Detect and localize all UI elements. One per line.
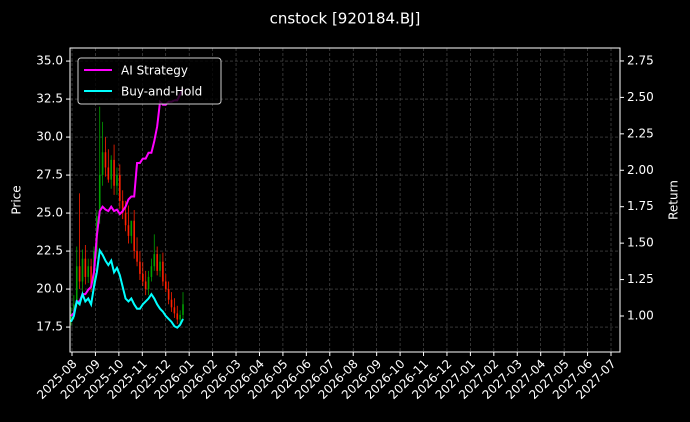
candle-body (75, 266, 78, 305)
candle-body (153, 254, 156, 267)
candle-body (124, 213, 127, 226)
candle-body (176, 313, 179, 320)
candle-body (101, 152, 104, 176)
chart-title: cnstock [920184.BJ] (270, 10, 421, 28)
y-tick-label: 30.0 (36, 130, 63, 144)
plot-frame (69, 47, 621, 353)
candle-body (130, 220, 133, 236)
y-tick-label: 35.0 (36, 54, 63, 68)
candle-body (162, 261, 164, 282)
candle-body (173, 307, 176, 314)
candle-body (104, 152, 107, 168)
candle-body (70, 314, 72, 320)
y2-tick-label: 2.25 (627, 126, 654, 140)
legend-box (77, 57, 222, 105)
candle-body (81, 258, 84, 282)
candle-body (139, 261, 141, 274)
candle-body (133, 220, 135, 252)
candle-body (113, 159, 115, 186)
y2-axis-label: Return (667, 180, 681, 220)
line-series (70, 247, 184, 329)
y2-tick-label: 1.25 (627, 272, 654, 286)
legend-label: AI Strategy (121, 64, 188, 78)
legend-label: Buy-and-Hold (121, 85, 202, 99)
y2-tick-label: 1.00 (627, 309, 654, 323)
candle-body (141, 273, 144, 282)
y-axis-label: Price (10, 185, 24, 214)
y2-tick-label: 1.75 (627, 199, 654, 213)
candle-body (116, 175, 118, 186)
candle-body (90, 266, 92, 287)
y-tick-label: 20.0 (36, 282, 63, 296)
candle-body (156, 254, 158, 271)
candle-body (78, 266, 81, 282)
y2-tick-label: 2.50 (627, 90, 654, 104)
candle-body (84, 258, 87, 277)
candle-body (159, 261, 161, 271)
candle-body (144, 281, 147, 290)
candle-body (127, 225, 130, 236)
candle-body (147, 276, 150, 290)
y-tick-label: 17.5 (36, 320, 63, 334)
candle-body (119, 175, 121, 201)
y-tick-label: 27.5 (36, 168, 63, 182)
candle-body (107, 167, 110, 180)
y2-tick-label: 1.50 (627, 236, 654, 250)
candle-body (98, 175, 101, 217)
y-tick-label: 25.0 (36, 206, 63, 220)
candle-body (136, 251, 138, 262)
candle-body (167, 289, 170, 300)
candle-body (164, 281, 167, 290)
y-tick-label: 32.5 (36, 92, 63, 106)
candle-body (150, 266, 153, 277)
candle-body (170, 299, 173, 308)
y2-tick-label: 2.75 (627, 53, 654, 67)
candle-body (121, 200, 124, 214)
candle-body (87, 266, 90, 277)
y2-tick-label: 2.00 (627, 163, 654, 177)
candle-body (182, 304, 184, 315)
line-series (70, 88, 184, 317)
y-tick-label: 22.5 (36, 244, 63, 258)
candle-body (179, 314, 181, 320)
candle-body (110, 159, 113, 180)
